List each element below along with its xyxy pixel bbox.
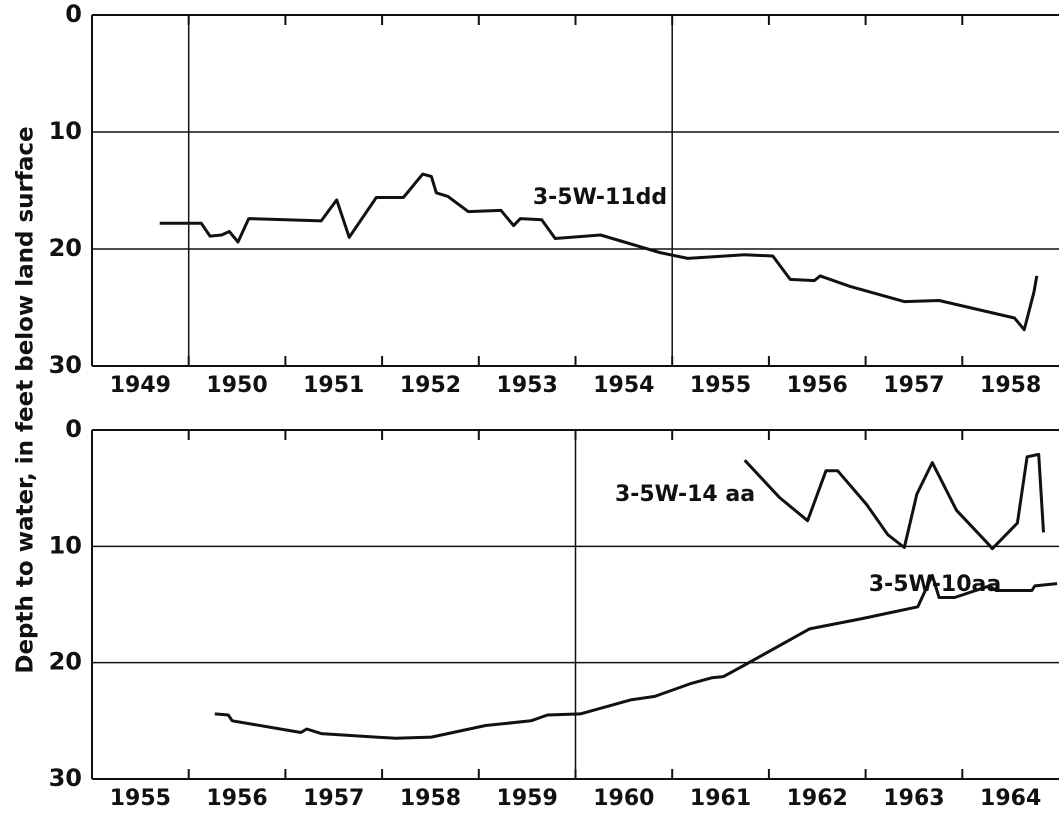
x-tick-label: 1961 bbox=[690, 786, 751, 810]
series-label: 3-5W-14 aa bbox=[615, 482, 755, 507]
x-tick-label: 1957 bbox=[883, 373, 944, 398]
x-tick-label: 1959 bbox=[497, 786, 558, 810]
x-tick-label: 1956 bbox=[206, 786, 267, 810]
y-tick-label: 0 bbox=[65, 415, 82, 443]
y-tick-label: 30 bbox=[49, 764, 82, 792]
y-tick-label: 10 bbox=[49, 117, 82, 145]
data-line bbox=[743, 452, 1045, 551]
y-tick-label: 30 bbox=[49, 351, 82, 379]
data-line bbox=[214, 573, 1058, 740]
series-label: 3-5W-10aa bbox=[869, 572, 1001, 597]
x-tick-label: 1955 bbox=[690, 373, 751, 398]
x-tick-label: 1960 bbox=[593, 786, 654, 810]
x-tick-label: 1964 bbox=[980, 786, 1041, 810]
data-line bbox=[159, 172, 1039, 332]
y-axis-label: Depth to water, in feet below land surfa… bbox=[13, 126, 39, 673]
x-tick-label: 1963 bbox=[883, 786, 944, 810]
y-tick-label: 0 bbox=[65, 0, 82, 28]
x-tick-label: 1953 bbox=[497, 373, 558, 398]
x-tick-label: 1954 bbox=[593, 373, 654, 398]
series-label: 3-5W-11dd bbox=[533, 185, 667, 210]
y-tick-label: 10 bbox=[49, 531, 82, 559]
x-tick-label: 1949 bbox=[110, 373, 171, 398]
y-tick-label: 20 bbox=[49, 648, 82, 676]
x-tick-label: 1956 bbox=[787, 373, 848, 398]
x-tick-label: 1957 bbox=[303, 786, 364, 810]
x-tick-label: 1952 bbox=[400, 373, 461, 398]
x-tick-label: 1958 bbox=[400, 786, 461, 810]
x-tick-label: 1955 bbox=[110, 786, 171, 810]
x-tick-label: 1958 bbox=[980, 373, 1041, 398]
y-tick-label: 20 bbox=[49, 234, 82, 262]
x-tick-label: 1951 bbox=[303, 373, 364, 398]
x-tick-label: 1962 bbox=[787, 786, 848, 810]
x-tick-label: 1950 bbox=[206, 373, 267, 398]
